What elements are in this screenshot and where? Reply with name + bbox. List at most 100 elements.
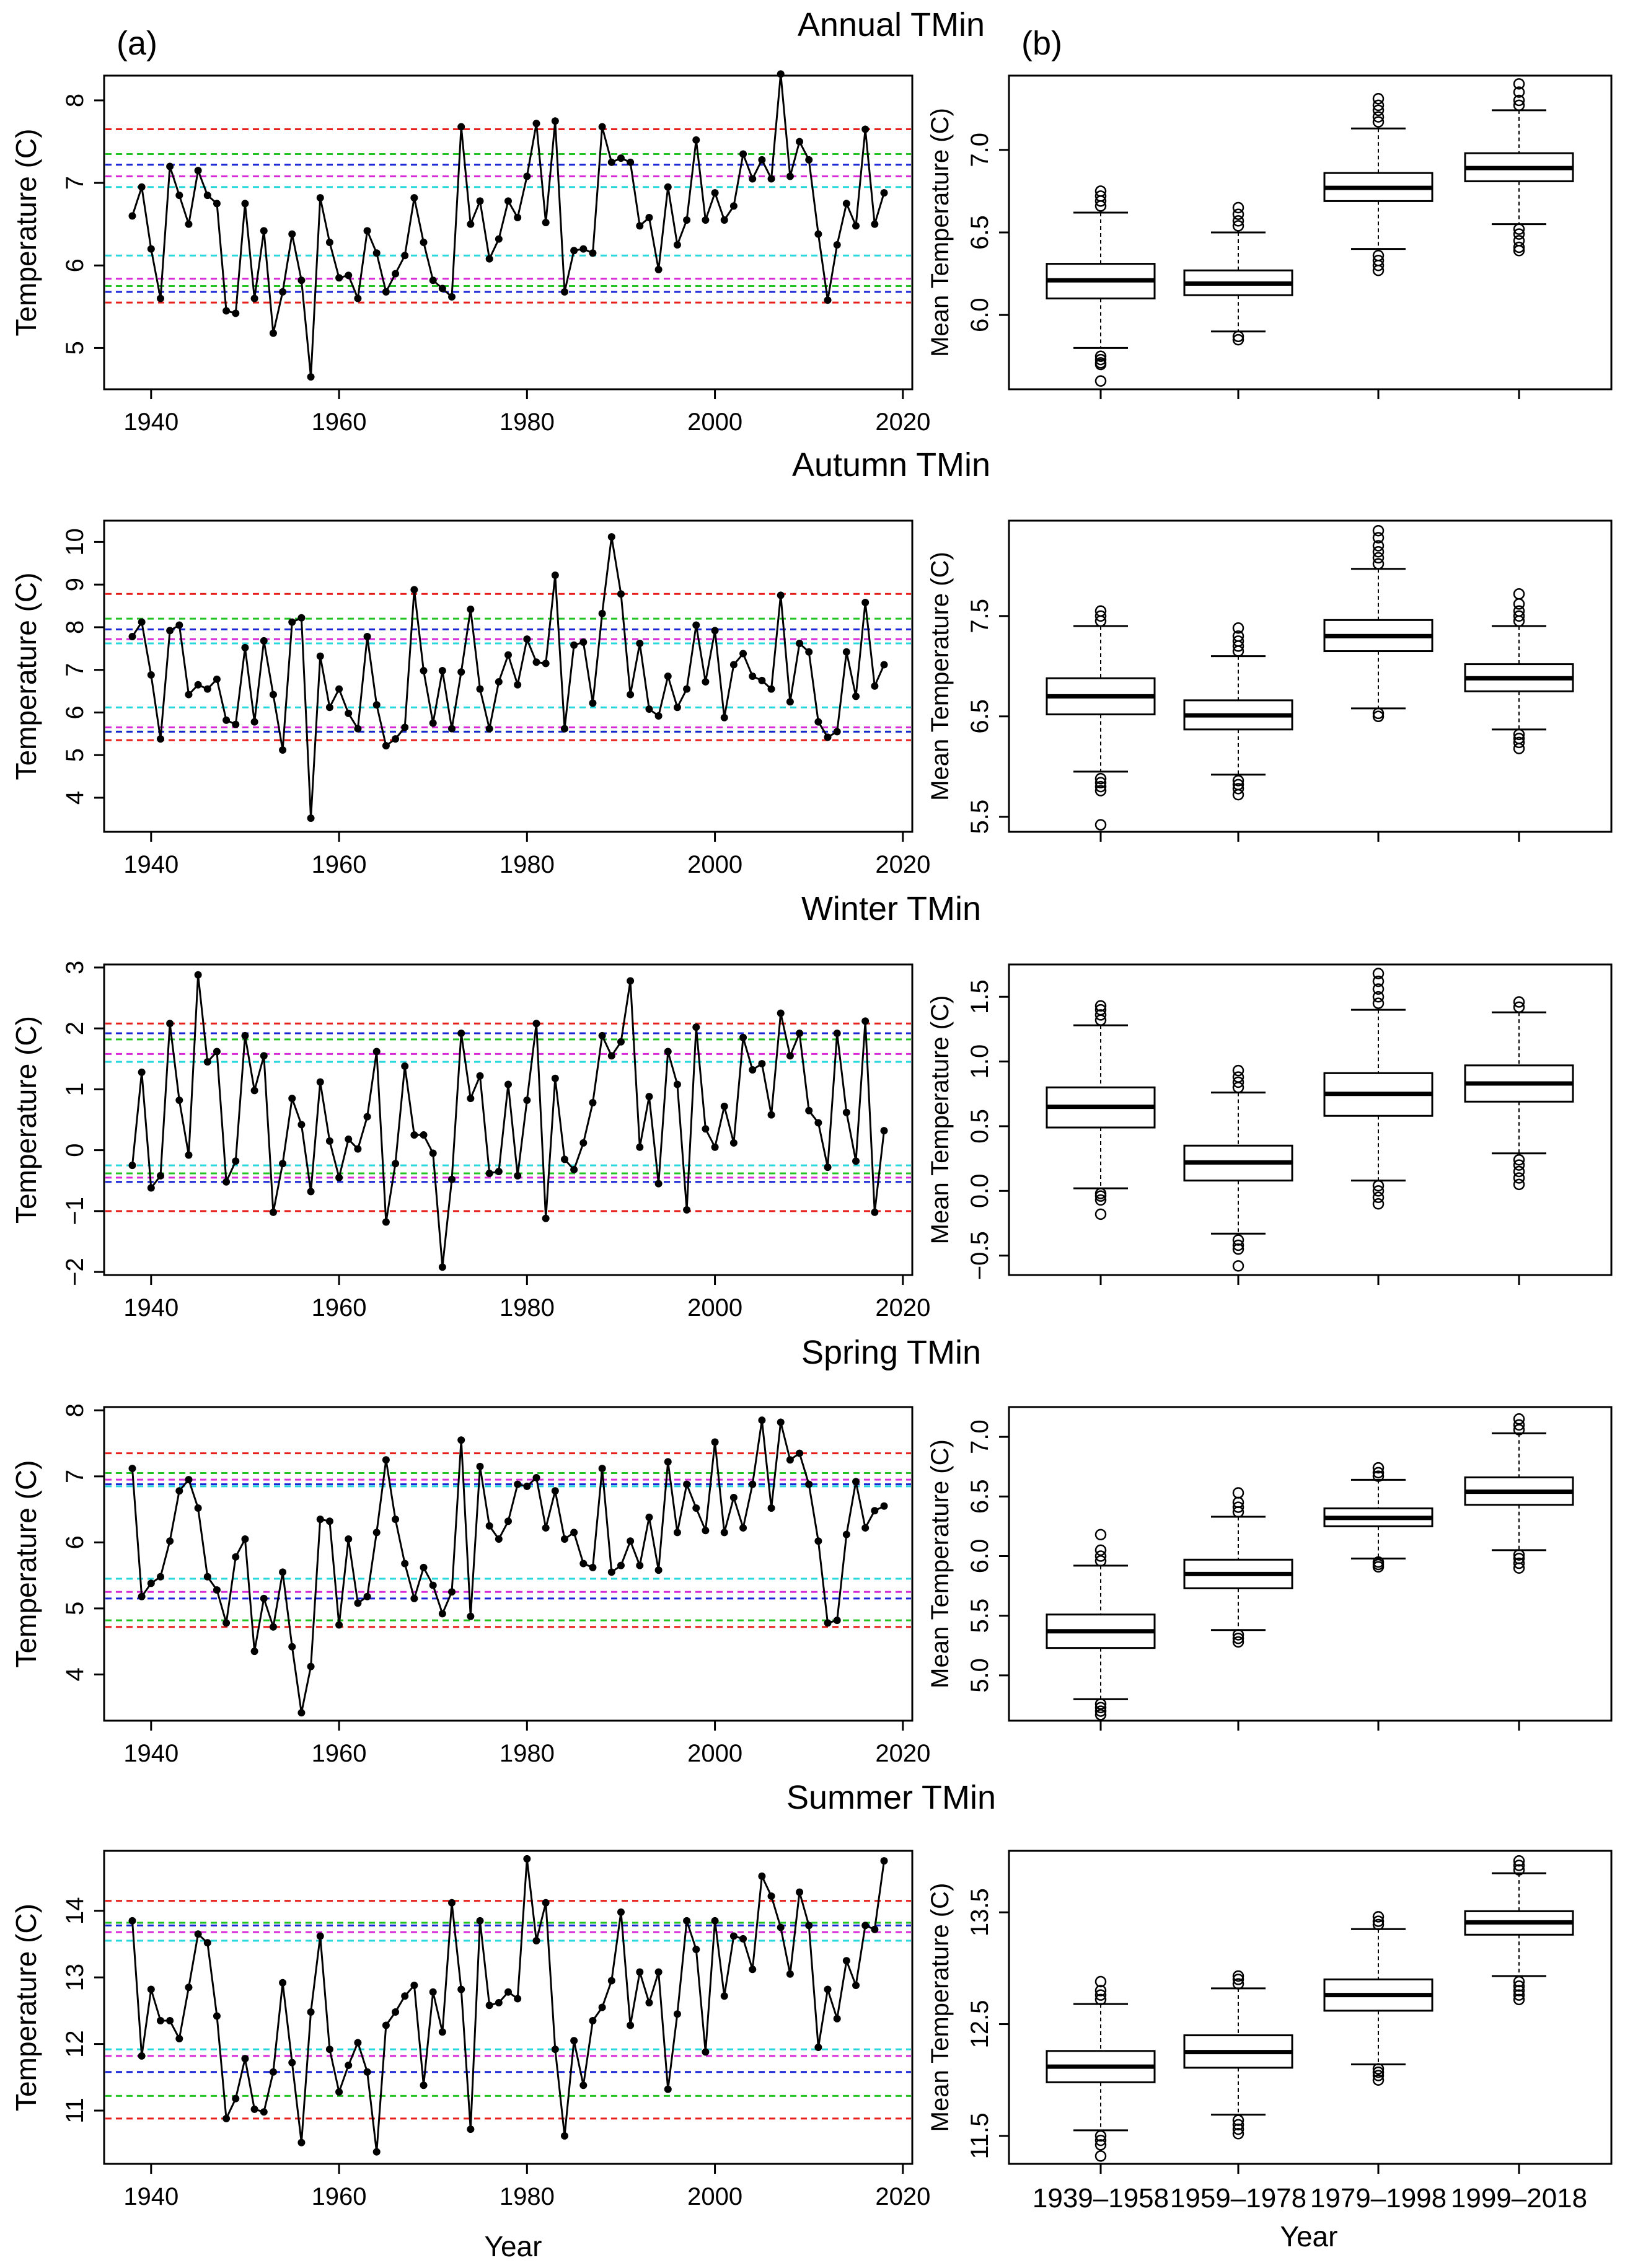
data-point [363,227,371,235]
outlier-point [1232,1487,1244,1499]
data-point [720,1102,728,1110]
data-point [392,735,400,743]
outlier-point [1513,86,1525,98]
data-point [627,158,635,166]
outlier-point [1513,245,1525,257]
outlier-point [1094,1544,1107,1556]
panel-label-a: (a) [117,25,157,62]
outlier-point [1094,350,1107,362]
outlier-point [1513,99,1525,112]
data-point [683,216,691,224]
data-point [542,1214,550,1222]
data-point [138,2052,146,2060]
data-point [382,2021,390,2029]
data-point [739,1524,747,1532]
data-point [128,1465,136,1473]
data-point [796,138,804,146]
data-point [203,1573,211,1581]
data-point [260,1052,268,1060]
data-point [673,704,681,712]
data-point [664,1458,672,1466]
outlier-point [1094,375,1107,387]
data-point [702,216,710,224]
box-y-axis-label: Mean Temperature (C) [927,108,954,357]
data-point [335,274,343,282]
data-point [354,725,362,733]
data-point [213,1048,221,1056]
data-point [156,2016,164,2024]
data-point [598,1465,606,1473]
data-point [316,652,324,660]
y-tick-label: 6 [61,705,89,719]
data-point [664,1048,672,1056]
y-tick-label: 7 [61,1470,89,1483]
x-tick-label: 1960 [312,851,367,878]
outlier-point [1372,558,1385,570]
box-y-tick-label: 7.5 [966,599,993,633]
data-point [476,1917,484,1925]
x-tick-label: 1940 [123,2183,178,2210]
data-point [805,1480,813,1488]
data-point [570,1166,578,1174]
data-point [222,1619,231,1627]
data-point [476,1072,484,1080]
outlier-point [1372,1198,1385,1210]
data-point [504,1988,512,1996]
ts-plot-frame [103,1406,914,1722]
data-point [307,1188,315,1196]
data-point [702,1125,710,1133]
data-point [777,1009,785,1017]
data-point [636,222,644,230]
box-y-tick-label: 5.0 [966,1658,993,1693]
data-point [692,1023,700,1031]
data-point [805,1106,813,1114]
data-point [372,249,381,257]
outlier-point [1094,1989,1107,2001]
outlier-point [1513,1989,1525,2001]
ts-y-axis-label: Temperature (C) [10,1460,42,1668]
data-point [147,245,155,253]
data-point [758,1872,766,1880]
data-point [476,197,484,205]
data-point [627,2021,635,2029]
outlier-point [1513,223,1525,235]
y-tick-label: 3 [61,961,89,974]
data-point [654,1968,663,1976]
data-point [683,1480,691,1488]
chart-row: Annual TMin 1940 1960 1980 2000 2020 5 6 7 8 Tempe… [10,6,1613,436]
x-tick-label: 1960 [312,408,367,436]
data-point [532,1473,540,1481]
ts-y-axis-label: Temperature (C) [10,573,42,780]
outlier-point [1232,1071,1244,1083]
outlier-point [1372,265,1385,276]
box-plot-frame [1008,519,1613,833]
data-point [749,1066,757,1074]
data-point [749,673,757,680]
data-point [448,1175,456,1183]
data-point [325,238,333,246]
data-point [232,2094,240,2103]
outlier-point [1513,1993,1525,2006]
x-tick-label: 1980 [500,1740,555,1767]
data-point [213,675,221,683]
data-point [288,1643,296,1651]
x-tick-label: 2020 [875,1294,930,1322]
outlier-point [1094,1705,1107,1717]
data-point [692,136,700,144]
data-point [382,742,390,750]
outlier-point [1513,1154,1525,1166]
data-point [279,1568,287,1576]
data-point [824,733,832,741]
data-point [645,705,653,713]
chart-row: Summer TMin 1940 1960 1980 2000 2020 11 12 13 14 T… [10,1779,1613,2262]
data-point [589,1563,597,1571]
data-point [382,1218,390,1226]
data-point [307,814,315,822]
x-tick-label: 1980 [500,2183,555,2210]
data-point [824,1985,832,1993]
data-point [203,192,211,200]
outlier-point [1372,1185,1385,1197]
outlier-point [1232,775,1244,787]
data-point [194,681,202,689]
